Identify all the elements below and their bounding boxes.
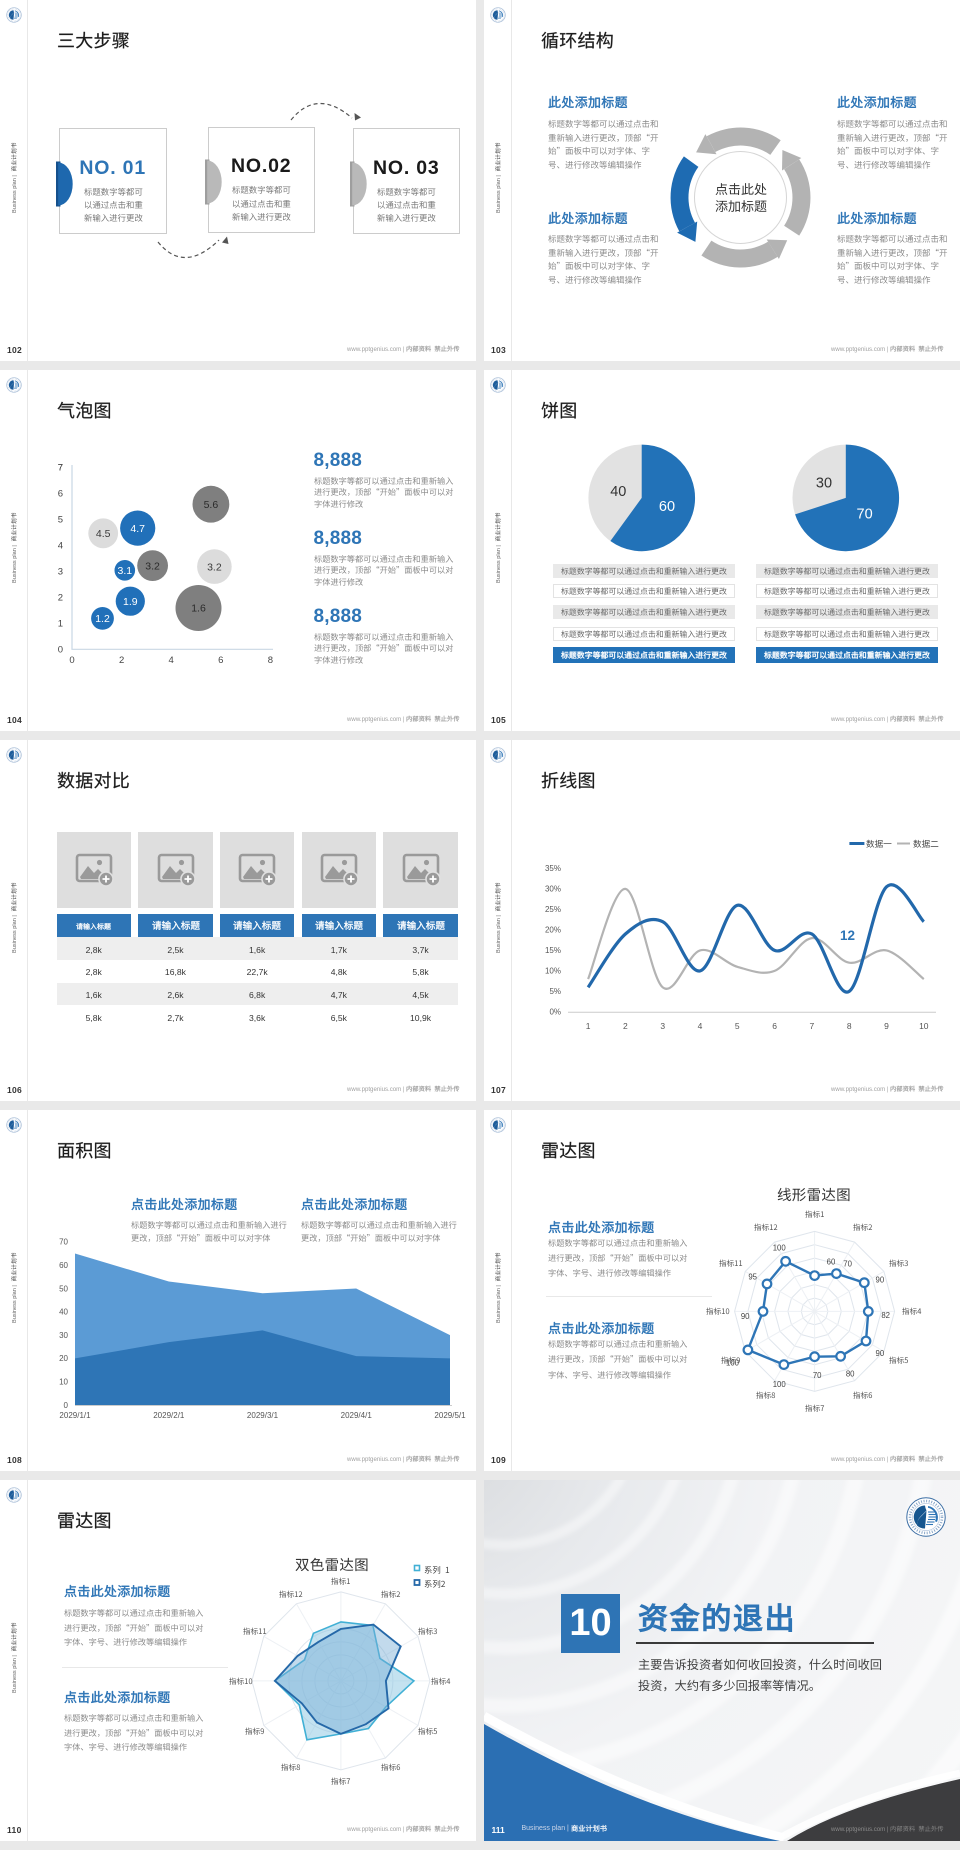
svg-text:82: 82: [881, 1311, 890, 1320]
svg-text:6: 6: [218, 655, 223, 666]
svg-text:Business plan |: Business plan |: [12, 1285, 18, 1323]
svg-text:70: 70: [813, 1371, 822, 1380]
svg-text:40: 40: [610, 484, 626, 500]
svg-text:4: 4: [698, 1021, 703, 1031]
svg-text:5.6: 5.6: [204, 499, 219, 511]
svg-text:100: 100: [773, 1243, 787, 1252]
svg-text:Business plan |: Business plan |: [496, 1285, 502, 1323]
svg-text:2029/2/1: 2029/2/1: [153, 1411, 185, 1420]
svg-text:30%: 30%: [545, 885, 561, 894]
svg-text:60: 60: [659, 499, 675, 515]
svg-text:6: 6: [772, 1021, 777, 1031]
svg-text:95: 95: [748, 1273, 757, 1282]
svg-text:50: 50: [59, 1284, 68, 1293]
svg-text:1: 1: [58, 619, 63, 630]
svg-text:9: 9: [884, 1021, 889, 1031]
svg-text:1.6: 1.6: [191, 603, 206, 615]
svg-text:10: 10: [919, 1021, 929, 1031]
svg-text:7: 7: [810, 1021, 815, 1031]
svg-text:80: 80: [846, 1369, 855, 1378]
svg-text:Business plan |: Business plan |: [12, 175, 18, 213]
svg-text:Business plan |: Business plan |: [12, 545, 18, 583]
svg-text:0: 0: [64, 1401, 69, 1410]
svg-text:30: 30: [816, 476, 832, 492]
svg-text:3: 3: [58, 567, 63, 578]
svg-text:10: 10: [59, 1378, 68, 1387]
svg-text:8: 8: [268, 655, 273, 666]
svg-text:5%: 5%: [549, 987, 561, 996]
svg-text:10%: 10%: [545, 967, 561, 976]
svg-text:7: 7: [58, 463, 63, 474]
svg-text:5: 5: [58, 515, 63, 526]
svg-text:3.1: 3.1: [117, 565, 132, 577]
svg-text:70: 70: [59, 1238, 68, 1247]
svg-text:40: 40: [59, 1308, 68, 1317]
svg-text:Business plan |: Business plan |: [496, 175, 502, 213]
svg-text:4: 4: [58, 541, 63, 552]
svg-text:2029/1/1: 2029/1/1: [59, 1411, 91, 1420]
svg-text:60: 60: [59, 1261, 68, 1270]
svg-text:60: 60: [827, 1257, 836, 1266]
svg-text:2029/4/1: 2029/4/1: [341, 1411, 373, 1420]
svg-text:3.2: 3.2: [145, 560, 160, 572]
svg-text:20%: 20%: [545, 926, 561, 935]
svg-text:4.5: 4.5: [96, 528, 111, 540]
svg-text:35%: 35%: [545, 864, 561, 873]
svg-text:8: 8: [847, 1021, 852, 1031]
svg-text:30: 30: [59, 1331, 68, 1340]
svg-text:1.9: 1.9: [123, 596, 138, 608]
svg-text:20: 20: [59, 1354, 68, 1363]
svg-text:0: 0: [69, 655, 74, 666]
svg-text:Business plan |: Business plan |: [496, 545, 502, 583]
svg-text:7: 7: [58, 463, 63, 474]
svg-text:4: 4: [169, 655, 174, 666]
svg-text:100: 100: [773, 1380, 787, 1389]
svg-text:90: 90: [876, 1276, 885, 1285]
svg-text:3: 3: [660, 1021, 665, 1031]
svg-text:2029/3/1: 2029/3/1: [247, 1411, 279, 1420]
svg-text:15%: 15%: [545, 946, 561, 955]
svg-text:1.2: 1.2: [95, 613, 110, 625]
svg-text:2: 2: [119, 655, 124, 666]
svg-text:70: 70: [857, 506, 873, 522]
svg-text:0%: 0%: [549, 1008, 561, 1017]
svg-text:3.2: 3.2: [207, 561, 222, 573]
svg-text:Business plan |: Business plan |: [12, 1655, 18, 1693]
svg-text:Business plan |: Business plan |: [12, 915, 18, 953]
svg-text:2: 2: [623, 1021, 628, 1031]
svg-text:12: 12: [840, 928, 855, 943]
svg-text:1: 1: [586, 1021, 591, 1031]
svg-text:90: 90: [876, 1349, 885, 1358]
svg-text:4.7: 4.7: [130, 523, 145, 535]
svg-text:0: 0: [58, 645, 63, 656]
svg-text:5: 5: [735, 1021, 740, 1031]
svg-text:6: 6: [58, 489, 63, 500]
svg-text:2029/5/1: 2029/5/1: [434, 1411, 466, 1420]
svg-text:2: 2: [58, 593, 63, 604]
svg-text:90: 90: [741, 1312, 750, 1321]
svg-text:70: 70: [843, 1260, 852, 1269]
svg-text:Business plan |: Business plan |: [496, 915, 502, 953]
svg-text:25%: 25%: [545, 905, 561, 914]
